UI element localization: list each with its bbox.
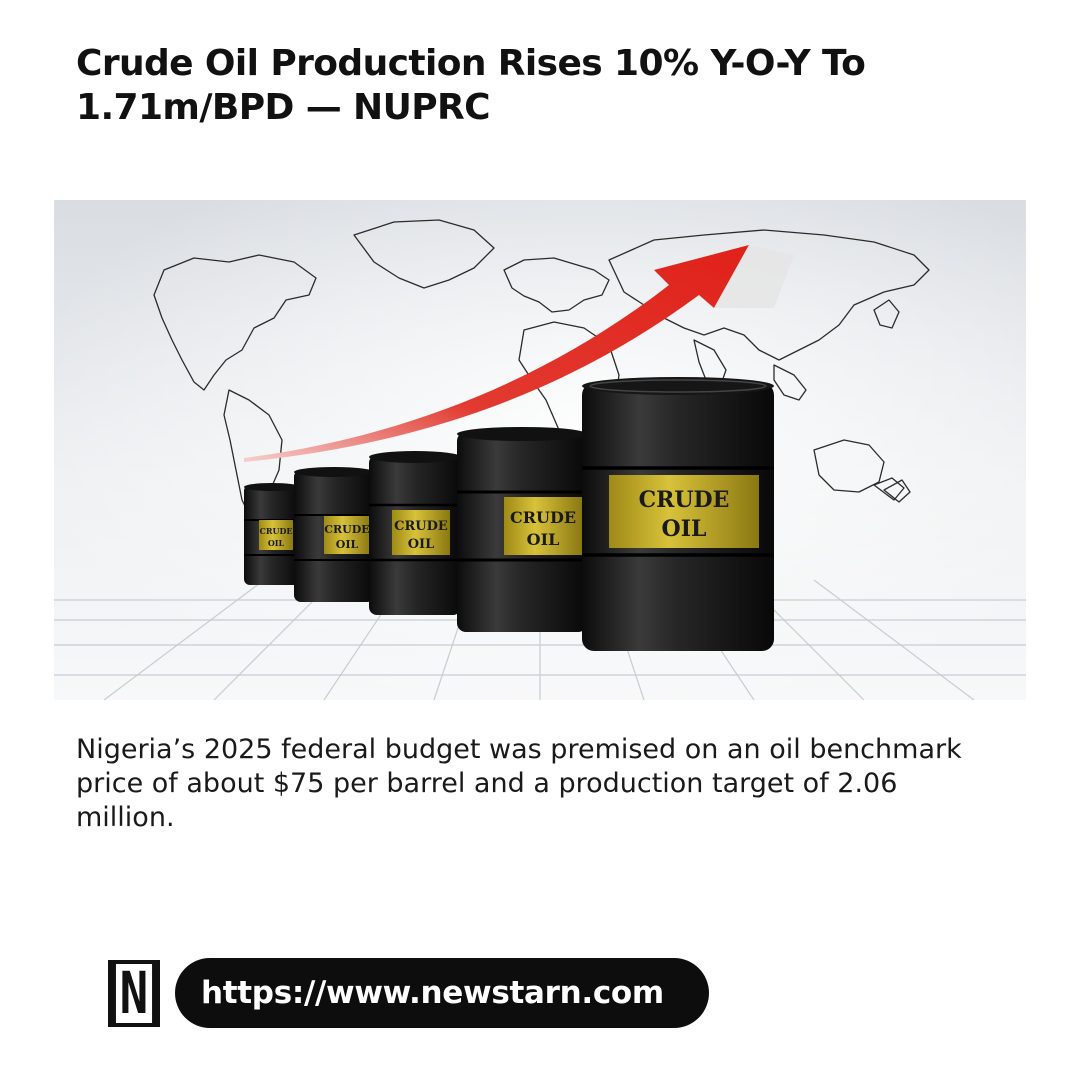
newstarn-logo: N [108, 960, 160, 1027]
barrel: CRUDE OIL [294, 467, 374, 602]
rising-arrow [244, 245, 794, 462]
svg-text:CRUDE: CRUDE [259, 526, 292, 536]
svg-text:OIL: OIL [268, 538, 285, 548]
svg-text:CRUDE: CRUDE [639, 487, 730, 513]
barrel: CRUDE OIL [244, 483, 300, 585]
svg-text:OIL: OIL [408, 537, 435, 552]
svg-text:OIL: OIL [527, 530, 560, 549]
barrel: CRUDE OIL [582, 377, 774, 651]
svg-text:OIL: OIL [336, 538, 359, 551]
headline: Crude Oil Production Rises 10% Y-O-Y To … [76, 43, 866, 128]
hero-image: CRUDE OIL CRUDE OIL CRUDE OI [54, 200, 1026, 700]
logo-letter: N [115, 964, 153, 1023]
svg-text:CRUDE: CRUDE [510, 508, 576, 527]
barrel: CRUDE OIL [457, 427, 587, 632]
svg-text:CRUDE: CRUDE [394, 519, 448, 534]
svg-text:OIL: OIL [662, 516, 707, 542]
svg-text:CRUDE: CRUDE [324, 523, 369, 536]
floor-grid [54, 579, 1026, 700]
barrel: CRUDE OIL [369, 451, 461, 615]
article-summary: Nigeria’s 2025 federal budget was premis… [76, 734, 962, 833]
oil-barrels: CRUDE OIL CRUDE OIL CRUDE OI [244, 377, 774, 651]
website-url-badge[interactable]: https://www.newstarn.com [175, 958, 709, 1028]
